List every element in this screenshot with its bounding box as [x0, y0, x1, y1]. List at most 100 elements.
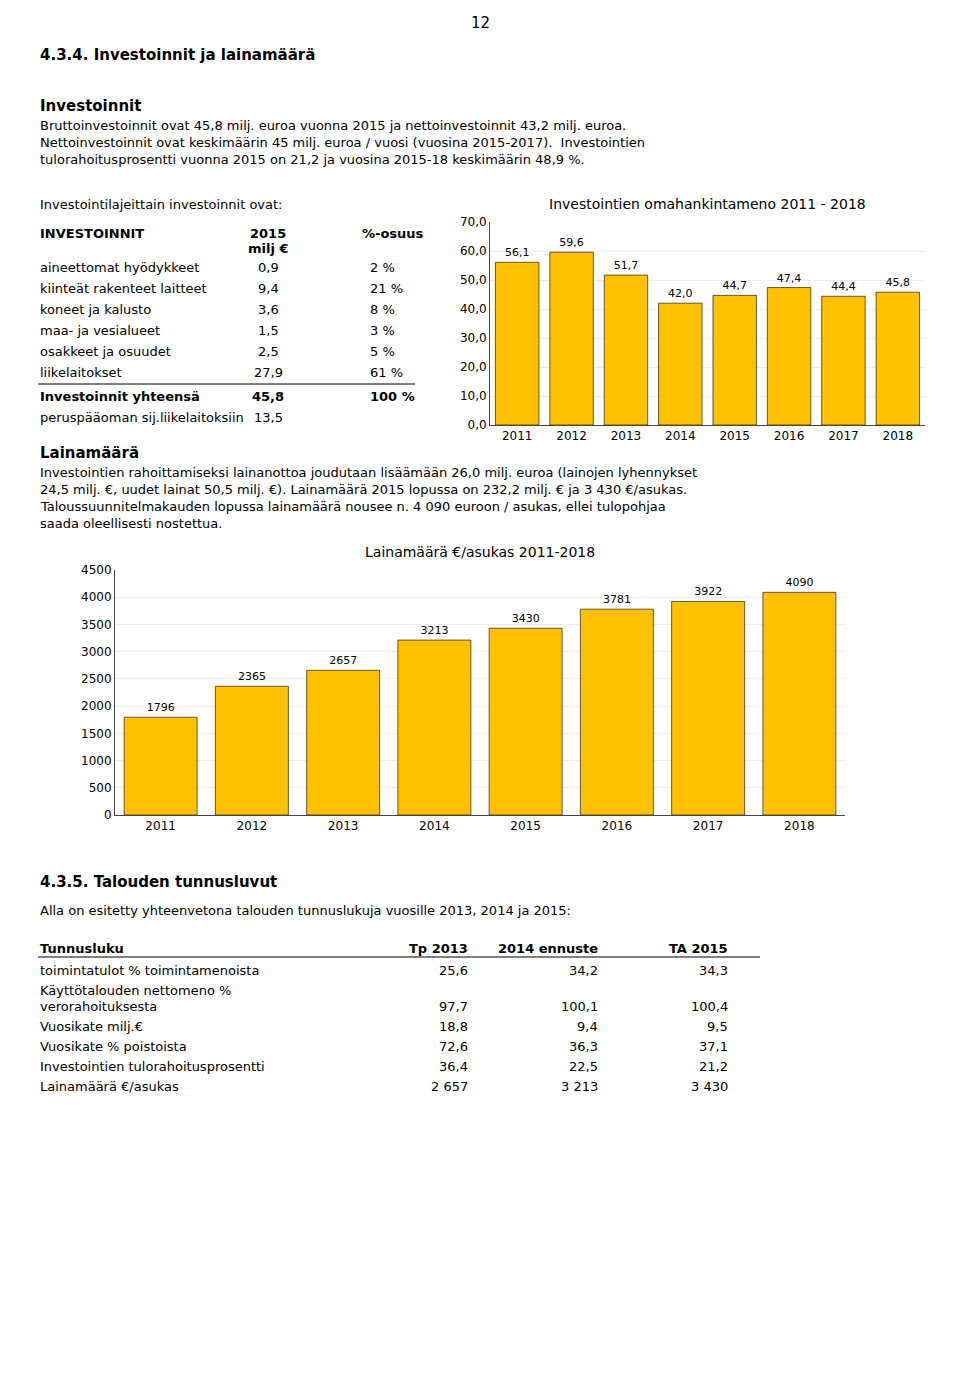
- svg-text:45,8: 45,8: [886, 276, 911, 289]
- svg-text:2011: 2011: [502, 429, 533, 443]
- svg-text:47,4: 47,4: [777, 272, 802, 285]
- svg-text:INVESTOINNIT: INVESTOINNIT: [40, 226, 144, 241]
- svg-text:Investoinnit yhteensä: Investoinnit yhteensä: [40, 389, 200, 404]
- svg-text:Bruttoinvestoinnit ovat 45,8 m: Bruttoinvestoinnit ovat 45,8 milj. euroa…: [40, 118, 626, 133]
- svg-text:2016: 2016: [774, 429, 805, 443]
- svg-text:%-osuus: %-osuus: [362, 226, 424, 241]
- svg-text:2016: 2016: [602, 819, 633, 833]
- svg-text:milj €: milj €: [248, 241, 289, 256]
- svg-text:2011: 2011: [145, 819, 176, 833]
- svg-text:2014 ennuste: 2014 ennuste: [498, 941, 598, 956]
- svg-text:Lainamäärä €/asukas: Lainamäärä €/asukas: [40, 1079, 179, 1094]
- svg-text:3500: 3500: [81, 618, 112, 632]
- svg-text:97,7: 97,7: [439, 999, 468, 1014]
- svg-text:100,4: 100,4: [691, 999, 728, 1014]
- svg-text:70,0: 70,0: [460, 215, 487, 229]
- svg-text:aineettomat hyödykkeet: aineettomat hyödykkeet: [40, 260, 199, 275]
- svg-text:5 %: 5 %: [370, 344, 395, 359]
- svg-text:3430: 3430: [512, 612, 540, 625]
- svg-text:Investoinnit: Investoinnit: [40, 97, 141, 115]
- svg-text:Tunnusluku: Tunnusluku: [40, 941, 124, 956]
- svg-text:1000: 1000: [81, 754, 112, 768]
- svg-text:4.3.5. Talouden tunnusluvut: 4.3.5. Talouden tunnusluvut: [40, 873, 277, 891]
- svg-text:50,0: 50,0: [460, 273, 487, 287]
- svg-text:3 213: 3 213: [561, 1079, 598, 1094]
- svg-text:2015: 2015: [510, 819, 541, 833]
- svg-text:9,4: 9,4: [577, 1019, 598, 1034]
- svg-text:21,2: 21,2: [699, 1059, 728, 1074]
- svg-text:2 %: 2 %: [370, 260, 395, 275]
- svg-text:liikelaitokset: liikelaitokset: [40, 365, 122, 380]
- svg-text:9,4: 9,4: [258, 281, 279, 296]
- svg-text:2 657: 2 657: [431, 1079, 468, 1094]
- svg-text:37,1: 37,1: [699, 1039, 728, 1054]
- svg-text:Tp 2013: Tp 2013: [409, 941, 468, 956]
- svg-text:2014: 2014: [419, 819, 450, 833]
- svg-text:2657: 2657: [329, 654, 357, 667]
- svg-text:3781: 3781: [603, 593, 631, 606]
- svg-text:61 %: 61 %: [370, 365, 403, 380]
- svg-text:4090: 4090: [785, 576, 813, 589]
- svg-text:4500: 4500: [81, 563, 112, 577]
- svg-text:56,1: 56,1: [505, 246, 530, 259]
- svg-text:verorahoituksesta: verorahoituksesta: [40, 999, 157, 1014]
- svg-text:Lainamäärä €/asukas 2011-2018: Lainamäärä €/asukas 2011-2018: [365, 544, 595, 560]
- svg-text:2017: 2017: [693, 819, 724, 833]
- svg-text:2013: 2013: [328, 819, 359, 833]
- svg-text:4000: 4000: [81, 590, 112, 604]
- svg-text:59,6: 59,6: [559, 236, 584, 249]
- svg-text:3 %: 3 %: [370, 323, 395, 338]
- svg-text:40,0: 40,0: [460, 302, 487, 316]
- svg-text:100 %: 100 %: [370, 389, 415, 404]
- svg-text:60,0: 60,0: [460, 244, 487, 258]
- svg-text:Vuosikate % poistoista: Vuosikate % poistoista: [40, 1039, 187, 1054]
- svg-text:2018: 2018: [883, 429, 914, 443]
- svg-text:0: 0: [104, 808, 112, 822]
- svg-text:34,3: 34,3: [699, 963, 728, 978]
- svg-text:30,0: 30,0: [460, 331, 487, 345]
- svg-text:2017: 2017: [828, 429, 859, 443]
- svg-text:27,9: 27,9: [254, 365, 283, 380]
- svg-text:44,4: 44,4: [831, 280, 856, 293]
- svg-text:2014: 2014: [665, 429, 696, 443]
- svg-text:Alla on esitetty yhteenvetona: Alla on esitetty yhteenvetona talouden t…: [40, 903, 571, 918]
- svg-text:34,2: 34,2: [569, 963, 598, 978]
- svg-text:4.3.4. Investoinnit ja lainamä: 4.3.4. Investoinnit ja lainamäärä: [40, 46, 315, 64]
- svg-text:0,0: 0,0: [468, 418, 487, 432]
- svg-text:45,8: 45,8: [252, 389, 284, 404]
- svg-text:20,0: 20,0: [460, 360, 487, 374]
- svg-text:0,9: 0,9: [258, 260, 279, 275]
- svg-text:1500: 1500: [81, 727, 112, 741]
- svg-text:2012: 2012: [556, 429, 587, 443]
- svg-text:koneet ja kalusto: koneet ja kalusto: [40, 302, 151, 317]
- svg-text:9,5: 9,5: [707, 1019, 728, 1034]
- svg-text:44,7: 44,7: [722, 279, 747, 292]
- svg-text:1796: 1796: [147, 701, 175, 714]
- svg-text:100,1: 100,1: [561, 999, 598, 1014]
- svg-text:Investointilajeittain investoi: Investointilajeittain investoinnit ovat:: [40, 197, 282, 212]
- svg-text:2012: 2012: [237, 819, 268, 833]
- svg-text:10,0: 10,0: [460, 389, 487, 403]
- svg-text:36,3: 36,3: [569, 1039, 598, 1054]
- svg-text:72,6: 72,6: [439, 1039, 468, 1054]
- svg-text:2365: 2365: [238, 670, 266, 683]
- svg-text:21 %: 21 %: [370, 281, 403, 296]
- svg-text:2015: 2015: [719, 429, 750, 443]
- svg-text:8 %: 8 %: [370, 302, 395, 317]
- svg-text:500: 500: [89, 781, 112, 795]
- svg-text:25,6: 25,6: [439, 963, 468, 978]
- svg-text:saada oleellisesti nostettua.: saada oleellisesti nostettua.: [40, 516, 222, 531]
- svg-text:peruspääoman sij.liikelaitoksi: peruspääoman sij.liikelaitoksiin: [40, 410, 244, 425]
- svg-text:2500: 2500: [81, 672, 112, 686]
- svg-text:2015: 2015: [250, 226, 286, 241]
- svg-text:Vuosikate milj.€: Vuosikate milj.€: [40, 1019, 143, 1034]
- svg-text:2018: 2018: [784, 819, 815, 833]
- svg-text:3 430: 3 430: [691, 1079, 728, 1094]
- svg-text:kiinteät rakenteet laitteet: kiinteät rakenteet laitteet: [40, 281, 207, 296]
- svg-text:osakkeet ja osuudet: osakkeet ja osuudet: [40, 344, 171, 359]
- svg-text:2000: 2000: [81, 699, 112, 713]
- svg-text:3922: 3922: [694, 585, 722, 598]
- svg-text:Investointien omahankintameno: Investointien omahankintameno 2011 - 201…: [549, 196, 866, 212]
- svg-text:51,7: 51,7: [614, 259, 639, 272]
- svg-text:3,6: 3,6: [258, 302, 279, 317]
